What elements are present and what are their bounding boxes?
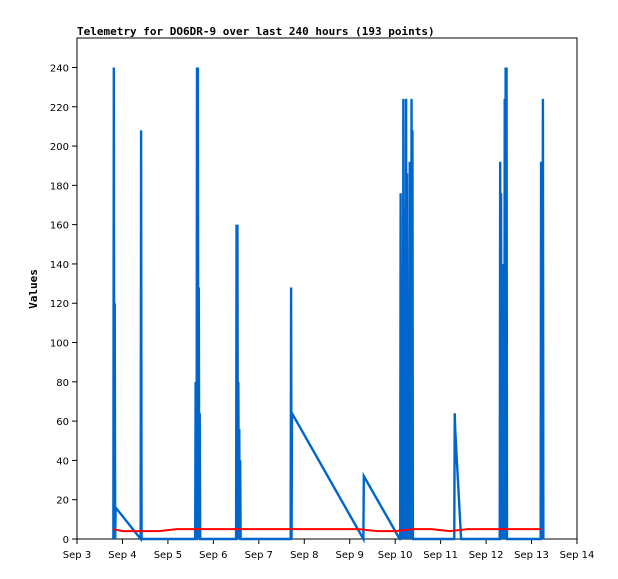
y-tick-label: 160: [50, 221, 69, 232]
x-tick-label: Sep 7: [245, 550, 273, 561]
y-tick-label: 140: [50, 260, 69, 271]
y-tick-label: 120: [50, 299, 69, 310]
x-tick-label: Sep 3: [63, 550, 91, 561]
y-tick-label: 220: [50, 103, 69, 114]
x-tick-label: Sep 13: [514, 550, 549, 561]
y-tick-label: 40: [56, 456, 69, 467]
x-axis: Sep 3 Sep 4 Sep 5 Sep 6 Sep 7 Sep 8 Sep 9 Sep 1…: [63, 539, 595, 561]
y-tick-label: 100: [50, 339, 69, 350]
x-tick-label: Sep 8: [290, 550, 318, 561]
series-layer: [112, 67, 545, 544]
series-1-line: [112, 67, 545, 544]
x-tick-label: Sep 6: [199, 550, 227, 561]
x-tick-label: Sep 4: [108, 550, 136, 561]
x-tick-label: Sep 5: [154, 550, 182, 561]
series-2-line: [113, 528, 541, 533]
y-tick-label: 0: [63, 535, 69, 546]
y-tick-label: 200: [50, 142, 69, 153]
x-tick-label: Sep 9: [336, 550, 364, 561]
plot-frame: [76, 37, 578, 540]
y-tick-label: 60: [56, 417, 69, 428]
x-tick-label: Sep 11: [423, 550, 458, 561]
y-tick-label: 240: [50, 63, 69, 74]
y-axis: 0 20 40 60 80 100 120 140 160 180 200 220 240: [50, 63, 77, 546]
x-tick-label: Sep 12: [469, 550, 504, 561]
chart-title: Telemetry for DO6DR-9 over last 240 hour…: [77, 25, 435, 38]
y-tick-label: 20: [56, 496, 69, 507]
y-tick-label: 80: [56, 378, 69, 389]
x-tick-label: Sep 14: [560, 550, 595, 561]
y-tick-label: 180: [50, 181, 69, 192]
y-axis-label: Values: [27, 269, 40, 309]
x-tick-label: Sep 10: [378, 550, 413, 561]
